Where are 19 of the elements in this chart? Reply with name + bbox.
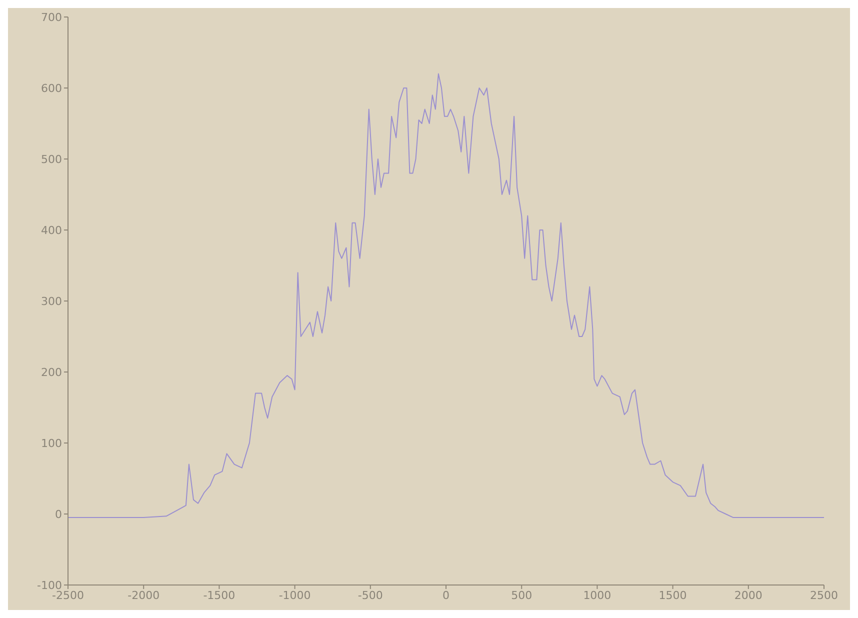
x-tick-label: -1000 bbox=[278, 588, 311, 602]
y-tick-label: 100 bbox=[41, 436, 62, 450]
x-tick-label: 2000 bbox=[734, 588, 762, 602]
x-tick-label: 1000 bbox=[583, 588, 612, 602]
x-tick-label: 0 bbox=[442, 588, 450, 602]
y-tick-label: 500 bbox=[41, 152, 62, 166]
y-tick-label: 700 bbox=[41, 10, 62, 24]
y-tick-label: 400 bbox=[41, 224, 62, 237]
x-tick-label: -500 bbox=[358, 588, 383, 602]
y-tick-label: 300 bbox=[41, 294, 62, 308]
line-series bbox=[68, 73, 824, 518]
x-tick-label: 500 bbox=[511, 588, 532, 602]
x-tick-label: 1500 bbox=[658, 588, 687, 602]
y-tick-label: 600 bbox=[41, 82, 62, 95]
x-tick-label: -2000 bbox=[128, 588, 160, 602]
y-tick-label: 0 bbox=[55, 508, 62, 521]
x-tick-label: 2500 bbox=[810, 588, 838, 602]
y-tick-label: 200 bbox=[41, 366, 62, 379]
x-tick-label: -1500 bbox=[203, 588, 236, 602]
